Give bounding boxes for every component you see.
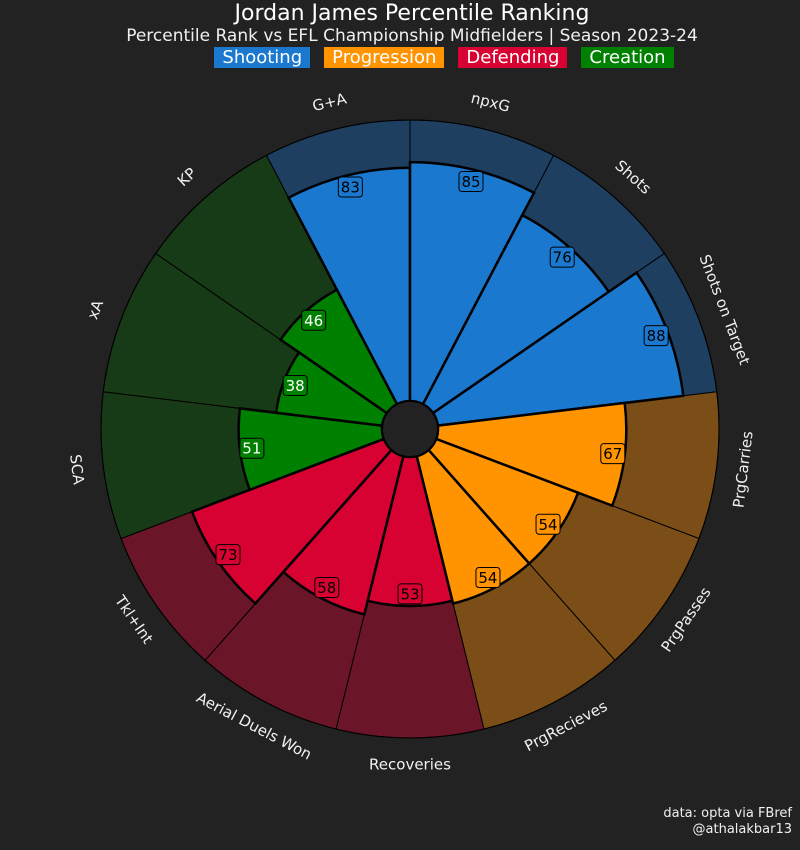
parameter-label-tkl-int: Tkl+Int: [110, 591, 156, 647]
value-label-prgpasses: 54: [535, 513, 561, 535]
value-label-text-kp: 46: [304, 312, 323, 330]
value-label-box-recoveries: [397, 583, 423, 605]
value-label-text-g-a: 83: [341, 179, 360, 197]
author-handle: @athalakbar13: [692, 822, 792, 837]
parameter-label-npxg: npxG: [469, 89, 512, 116]
parameter-label-prgcarries: PrgCarries: [729, 430, 756, 509]
legend: Shooting Progression Defending Creation: [0, 47, 800, 68]
parameter-label-shots: Shots: [611, 156, 654, 197]
value-label-box-shots-on-target: [643, 325, 669, 347]
value-labels: 83 85 76 88 67 54 54 53 58 73 51 38 46: [215, 171, 669, 605]
value-label-box-npxg: [458, 171, 484, 193]
value-label-box-shots: [549, 246, 575, 268]
parameter-label-sca: SCA: [66, 453, 88, 486]
data-source: data: opta via FBref: [663, 806, 792, 821]
value-label-box-prgpasses: [535, 513, 561, 535]
value-label-box-prgcarries: [600, 443, 626, 465]
center-hole: [381, 400, 439, 458]
value-label-text-shots-on-target: 88: [647, 327, 666, 345]
value-label-g-a: 83: [337, 176, 363, 198]
value-label-box-aerial-duels-won: [314, 576, 340, 598]
value-label-recoveries: 53: [397, 583, 423, 605]
value-label-text-prgrecieves: 54: [478, 569, 497, 587]
value-label-aerial-duels-won: 58: [314, 576, 340, 598]
value-label-tkl-int: 73: [215, 544, 241, 566]
value-label-box-prgrecieves: [475, 567, 501, 589]
value-label-kp: 46: [301, 309, 327, 331]
parameter-label-recoveries: Recoveries: [369, 756, 451, 774]
value-label-box-sca: [239, 437, 265, 459]
legend-item-creation: Creation: [581, 47, 674, 68]
value-label-text-shots: 76: [553, 249, 572, 267]
value-label-box-tkl-int: [215, 544, 241, 566]
credits: data: opta via FBref @athalakbar13: [663, 806, 792, 838]
chart-subtitle: Percentile Rank vs EFL Championship Midf…: [126, 26, 698, 46]
value-label-text-tkl-int: 73: [218, 546, 237, 564]
value-label-text-prgcarries: 67: [603, 445, 622, 463]
value-label-prgrecieves: 54: [475, 567, 501, 589]
outer-rim: [100, 119, 720, 739]
value-label-box-g-a: [337, 176, 363, 198]
value-label-shots-on-target: 88: [643, 325, 669, 347]
value-label-text-xa: 38: [286, 377, 305, 395]
legend-item-progression: Progression: [324, 47, 445, 68]
parameter-label-xa: xA: [84, 297, 108, 322]
legend-item-shooting: Shooting: [214, 47, 311, 68]
value-label-box-kp: [301, 309, 327, 331]
parameter-label-g-a: G+A: [311, 89, 349, 115]
value-label-box-xa: [282, 374, 308, 396]
legend-item-defending: Defending: [458, 47, 568, 68]
parameter-label-kp: KP: [174, 164, 200, 190]
value-label-shots: 76: [549, 246, 575, 268]
value-label-text-recoveries: 53: [400, 585, 419, 603]
value-label-text-prgpasses: 54: [539, 516, 558, 534]
value-label-sca: 51: [239, 437, 265, 459]
value-label-text-sca: 51: [242, 440, 261, 458]
value-label-xa: 38: [282, 374, 308, 396]
value-label-npxg: 85: [458, 171, 484, 193]
value-label-text-npxg: 85: [461, 173, 480, 191]
value-label-prgcarries: 67: [600, 443, 626, 465]
chart-title: Jordan James Percentile Ranking: [234, 1, 590, 26]
value-label-text-aerial-duels-won: 58: [317, 579, 336, 597]
